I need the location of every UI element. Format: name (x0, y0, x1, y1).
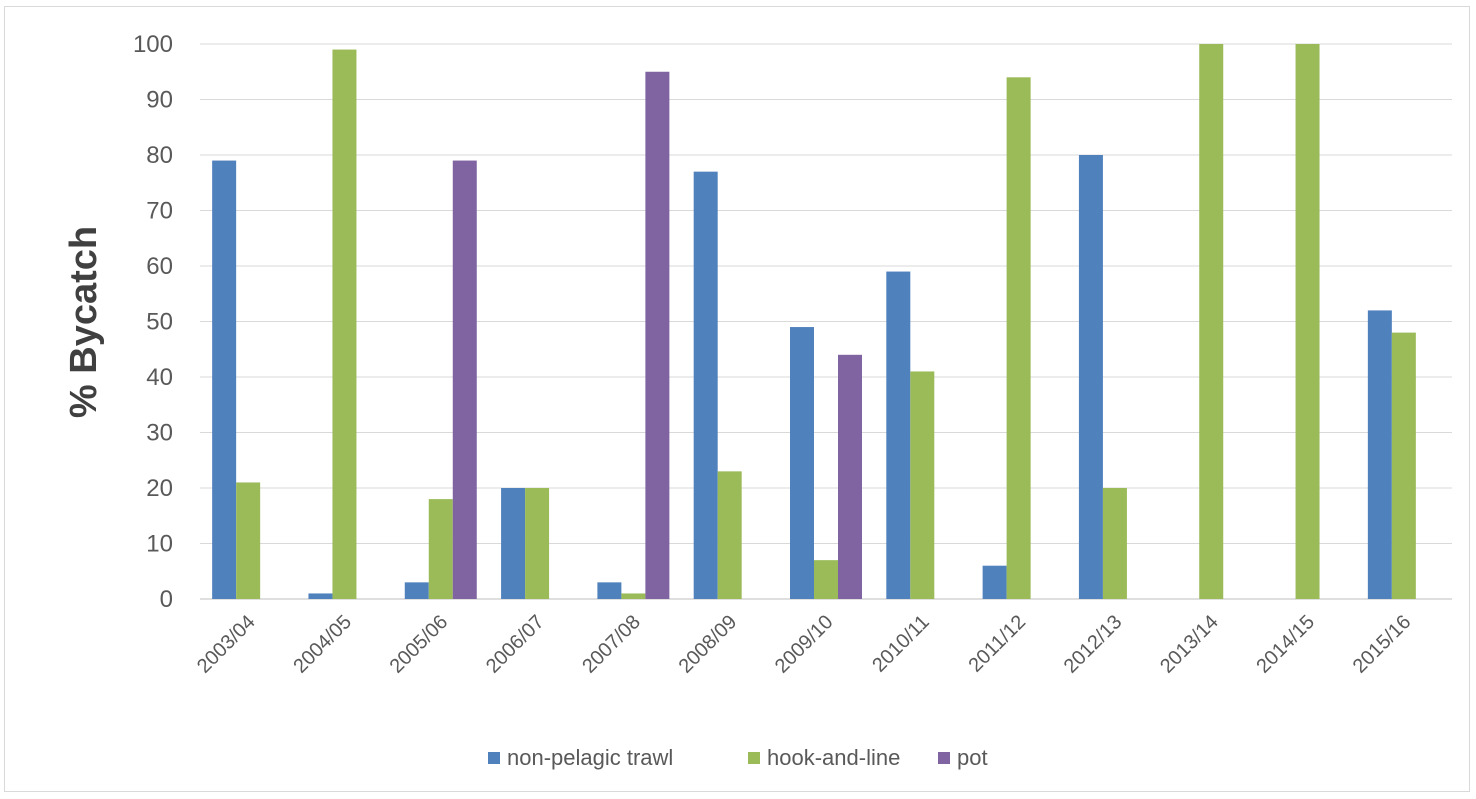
bar-hook-and-line (1102, 488, 1127, 599)
y-tick-label: 40 (146, 364, 173, 391)
gridlines (200, 43, 1452, 600)
bar-non-pelagic-trawl (308, 593, 333, 599)
x-tick-label: 2010/11 (868, 611, 934, 677)
x-tick-label: 2003/04 (193, 611, 260, 678)
bar-hook-and-line (621, 593, 646, 599)
bar-pot (838, 354, 862, 599)
bar-hook-and-line (1391, 332, 1416, 599)
x-axis-ticks: 2003/04 2004/05 2005/06 2006/07 2007/08 2008/… (193, 611, 1415, 678)
x-tick-label: 2008/09 (675, 611, 742, 678)
x-tick-label: 2007/08 (578, 611, 645, 678)
legend-label: hook-and-line (767, 745, 900, 770)
bar-non-pelagic-trawl (886, 271, 911, 599)
bar-non-pelagic-trawl (693, 171, 718, 599)
x-tick-label: 2013/14 (1156, 611, 1223, 678)
legend-label: pot (957, 745, 988, 770)
x-tick-label: 2014/15 (1252, 611, 1319, 678)
y-tick-label: 50 (146, 309, 173, 336)
bar-hook-and-line (1295, 44, 1320, 599)
bar-hook-and-line (814, 560, 838, 599)
y-tick-label: 10 (146, 531, 173, 558)
y-tick-label: 100 (133, 31, 173, 58)
bar-non-pelagic-trawl (790, 327, 814, 599)
x-tick-label: 2009/10 (771, 611, 838, 678)
x-tick-label: 2004/05 (289, 611, 356, 678)
chart-frame (4, 6, 1470, 792)
bar-hook-and-line (236, 482, 261, 599)
y-tick-label: 20 (146, 475, 173, 502)
bars (212, 44, 1416, 600)
bar-non-pelagic-trawl (212, 160, 237, 600)
y-tick-label: 60 (146, 253, 173, 280)
bar-non-pelagic-trawl (501, 488, 526, 599)
y-tick-label: 90 (146, 87, 173, 114)
bar-pot (645, 71, 670, 599)
y-tick-label: 70 (146, 198, 173, 225)
x-tick-label: 2005/06 (386, 611, 453, 678)
bar-hook-and-line (910, 371, 935, 599)
y-tick-label: 0 (160, 586, 173, 613)
bar-hook-and-line (717, 471, 742, 599)
x-tick-label: 2011/12 (965, 611, 1031, 677)
bar-non-pelagic-trawl (1078, 155, 1103, 599)
legend-swatch (938, 752, 950, 764)
bar-hook-and-line (525, 488, 550, 599)
bar-hook-and-line (332, 49, 357, 600)
x-tick-label: 2015/16 (1349, 611, 1416, 678)
y-axis-title: % Bycatch (63, 226, 105, 418)
bar-hook-and-line (428, 499, 453, 599)
bar-non-pelagic-trawl (597, 582, 622, 599)
bar-non-pelagic-trawl (1367, 310, 1392, 599)
bar-hook-and-line (1006, 77, 1031, 600)
bar-non-pelagic-trawl (404, 582, 429, 599)
x-tick-label: 2006/07 (482, 611, 549, 678)
legend-swatch (748, 752, 760, 764)
y-tick-label: 30 (146, 420, 173, 447)
y-axis-ticks: 0 10 20 30 40 50 60 70 80 90 100 (133, 31, 173, 613)
legend-swatch (488, 752, 500, 764)
bar-non-pelagic-trawl (982, 565, 1007, 599)
bar-pot (452, 160, 477, 600)
bar-hook-and-line (1199, 44, 1224, 599)
legend-label: non-pelagic trawl (507, 745, 673, 770)
x-tick-label: 2012/13 (1060, 611, 1127, 678)
legend: non-pelagic trawl hook-and-line pot (488, 745, 988, 770)
y-tick-label: 80 (146, 142, 173, 169)
